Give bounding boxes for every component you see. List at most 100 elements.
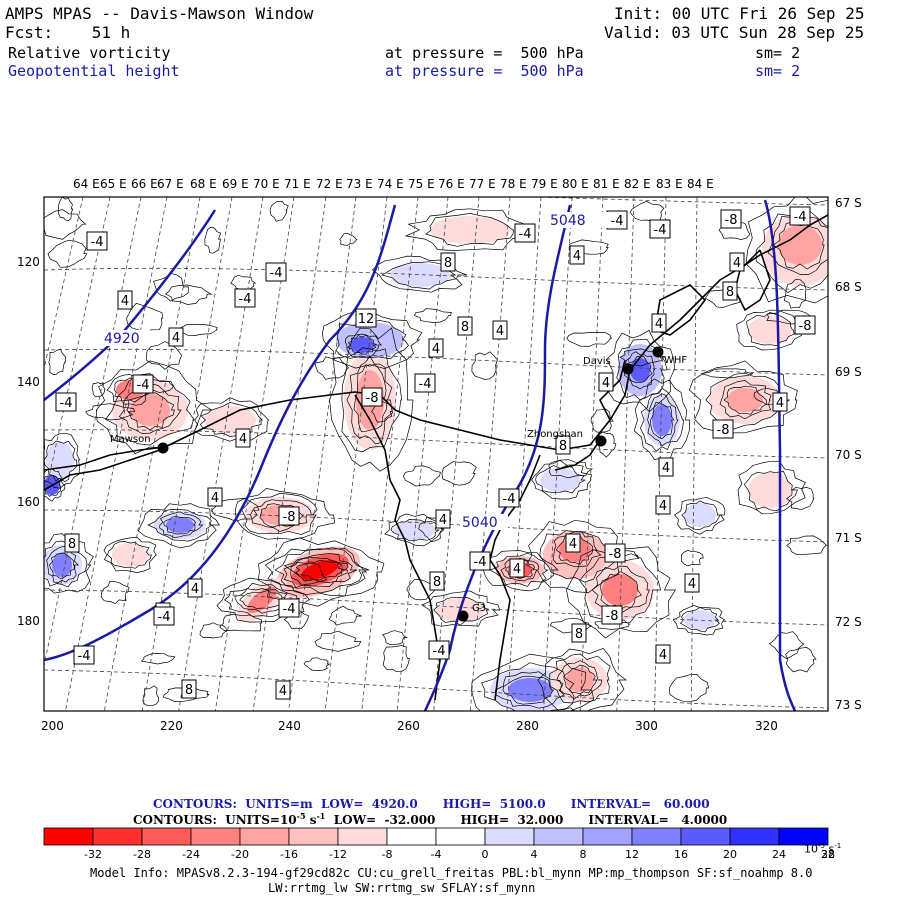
vorticity-contour: [250, 499, 312, 532]
grid-x-label: 320: [755, 719, 778, 733]
vorticity-contour: [471, 351, 498, 380]
vorticity-contour: [723, 385, 768, 415]
vorticity-label: -8: [366, 391, 379, 406]
vorticity-contour: [100, 581, 130, 604]
vorticity-label: 8: [185, 683, 193, 698]
vorticity-label: -4: [611, 214, 624, 229]
vorticity-contour: [204, 226, 222, 254]
vorticity-label-box: [265, 262, 287, 282]
forecast-hour: Fcst: 51 h: [5, 23, 131, 42]
vorticity-label: -4: [283, 602, 296, 617]
latitude-line: [44, 669, 828, 709]
axis-labels: 64 E 65 E 66 E 67 E 68 E 69 E 70 E 71 E 72 E 73 E…: [17, 177, 862, 733]
height-contour: [44, 209, 217, 401]
vorticity-contour: [382, 645, 410, 673]
lon-label: 65 E: [100, 177, 127, 191]
vorticity-contour: [234, 588, 289, 614]
colorbar-swatch: [435, 827, 486, 846]
vorticity-blob: [652, 404, 672, 436]
map-frame: [43, 196, 829, 712]
height-contour: [44, 204, 397, 662]
vorticity-contour: [669, 674, 710, 702]
grid-x-label: 300: [635, 719, 658, 733]
colorbar-unit-sexp: -1: [834, 842, 842, 850]
vorticity-contour: [85, 403, 136, 421]
vorticity-contour: [314, 356, 350, 380]
field1-name: Relative vorticity: [8, 44, 171, 62]
vorticity-label-box: [414, 373, 436, 393]
vorticity-contour: [537, 647, 628, 711]
vorticity-label-box: [278, 598, 300, 618]
vorticity-label-box: [772, 392, 788, 412]
vorticity-contour: [640, 387, 684, 452]
vorticity-contour: [382, 630, 409, 645]
vorticity-contour: [705, 372, 791, 430]
vorticity-contour: [525, 519, 626, 593]
vorticity-label: -8: [609, 547, 622, 562]
vorticity-label: -4: [474, 555, 487, 570]
lon-label: 64 E: [73, 177, 100, 191]
colorbar-tick: -12: [329, 848, 347, 861]
vorticity-contour: [290, 557, 349, 583]
stations: Mawson Davis WHF Zhongshan G3: [110, 346, 687, 622]
grid-y-label: 160: [17, 495, 40, 509]
longitude-line: [543, 197, 573, 711]
vorticity-label: -8: [717, 423, 730, 438]
vorticity-label: 4: [121, 294, 129, 309]
lon-label: 66 E: [131, 177, 158, 191]
vorticity-contour: [235, 488, 335, 540]
vorticity-contour: [402, 465, 441, 487]
lon-label: 80 E: [562, 177, 589, 191]
vorticity-label-box: [658, 457, 674, 477]
lat-label: 68 S: [835, 280, 862, 294]
vorticity-contour: [390, 519, 440, 542]
colorbar-swatch: [288, 827, 339, 846]
vorticity-contour: [328, 605, 362, 626]
colorbar-swatch: [484, 827, 535, 846]
longitude-line: [214, 197, 295, 711]
field2-level: at pressure = 500 hPa: [385, 62, 584, 80]
lon-label: 74 E: [377, 177, 404, 191]
vorticity-contour: [566, 332, 612, 347]
vorticity-contour: [264, 548, 368, 597]
vorticity-contour: [647, 393, 679, 447]
station-marker: [595, 435, 607, 447]
colorbar-unit-s: s: [824, 842, 835, 856]
vorticity-contour: [91, 382, 106, 398]
vorticity-label: -4: [433, 644, 446, 659]
vorticity-label-box: [492, 320, 508, 340]
vorticity-contour: [783, 279, 807, 309]
longitude-line: [616, 197, 635, 711]
vorticity-label: -4: [158, 610, 171, 625]
height-label-bg: [460, 514, 508, 530]
vorticity-contour: [384, 513, 445, 547]
vorticity-contour: [549, 653, 611, 704]
vorticity-label: 4: [776, 396, 784, 411]
model-info-line2: LW:rrtmg_lw SW:rrtmg_sw SFLAY:sf_mynn: [268, 881, 536, 895]
height-contour-info: CONTOURS: UNITS=m LOW= 4920.0 HIGH= 5100…: [153, 797, 710, 811]
vorticity-label: -4: [794, 210, 807, 225]
grid-x-label: 280: [516, 719, 539, 733]
vorticity-contour: [223, 582, 298, 618]
colorbar-tick: 8: [580, 848, 587, 861]
lon-label: 71 E: [284, 177, 311, 191]
vorticity-contour: [719, 380, 772, 420]
vorticity-label-box: [234, 288, 256, 308]
colorbar-tick: 4: [531, 848, 538, 861]
colorbar-swatch: [729, 827, 780, 846]
vorticity-label: -4: [419, 377, 432, 392]
vorticity-blob: [390, 263, 450, 287]
longitude-line: [44, 197, 142, 668]
vorticity-label-box: [457, 316, 473, 336]
longitude-line: [178, 197, 264, 711]
vorticity-contour: [555, 534, 594, 565]
lat-label: 72 S: [835, 615, 862, 629]
station-label: WHF: [664, 355, 687, 366]
vorticity-contour: [138, 503, 220, 549]
height-labels: 4920 5040 5048: [102, 212, 608, 531]
colorbar-swatch: [533, 827, 584, 846]
vorticity-label-box: [604, 543, 626, 563]
longitude-line: [324, 197, 388, 711]
vorticity-contour: [746, 312, 795, 346]
